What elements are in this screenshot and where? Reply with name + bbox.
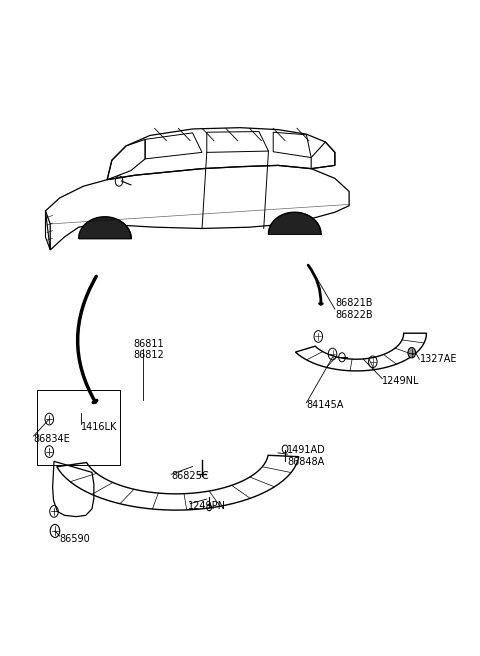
Text: 86834E: 86834E [34,434,71,443]
Bar [37,390,120,464]
Text: 86848A: 86848A [288,457,324,467]
Text: 1327AE: 1327AE [420,354,458,364]
Text: 1249PN: 1249PN [188,501,226,511]
Text: 86590: 86590 [60,534,90,544]
Text: 86822B: 86822B [335,310,372,320]
Text: 86821B: 86821B [335,298,372,308]
Text: 86811: 86811 [133,339,164,349]
Text: 1416LK: 1416LK [81,422,118,432]
Text: 86825C: 86825C [171,471,209,482]
Text: 86812: 86812 [133,350,164,360]
Circle shape [408,348,416,358]
Text: 1249NL: 1249NL [383,377,420,386]
Text: 84145A: 84145A [306,400,344,410]
Text: 1491AD: 1491AD [288,445,326,455]
